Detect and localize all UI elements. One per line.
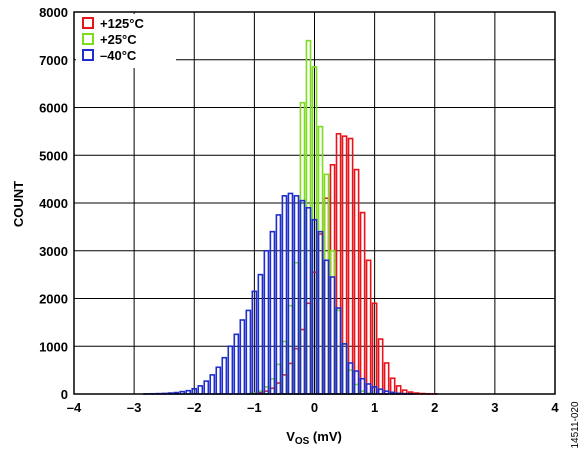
histogram-bar [245, 309, 252, 395]
grid-lines [74, 12, 555, 394]
y-tick-label: 5000 [39, 148, 68, 163]
x-tick-label: 0 [311, 400, 318, 415]
histogram-bar [305, 206, 312, 395]
histogram-bar [323, 259, 330, 395]
legend-swatch [82, 49, 94, 61]
histogram-bars [143, 39, 438, 395]
histogram-bar [209, 374, 216, 395]
histogram-bar [257, 273, 264, 395]
histogram-bar [329, 276, 336, 395]
y-tick-label: 7000 [39, 53, 68, 68]
histogram-bar [353, 370, 360, 395]
y-tick-label: 4000 [39, 196, 68, 211]
x-axis-label-subscript: OS [295, 436, 310, 447]
legend-swatch [82, 33, 94, 45]
x-axis-label: VOS (mV) [286, 429, 342, 447]
histogram-bar [221, 356, 228, 395]
x-tick-label: –2 [187, 400, 201, 415]
y-tick-label: 6000 [39, 101, 68, 116]
histogram-bar [233, 333, 240, 395]
x-tick-label: –3 [127, 400, 141, 415]
legend-entry-label: +25°C [100, 32, 137, 47]
legend: +125°C+25°C–40°C [76, 14, 176, 68]
x-axis-label-unit: (mV) [309, 429, 342, 444]
legend-swatch [82, 17, 94, 29]
legend-entry-label: –40°C [100, 48, 137, 63]
axis-ticks: –4 –3 –2 –1 0 1 2 3 4 0 1000 2000 3000 4000 5000 6000 70… [39, 5, 559, 415]
histogram-bar [347, 137, 354, 395]
histogram-bar [359, 211, 366, 395]
x-tick-label: 1 [371, 400, 378, 415]
histogram-bar [383, 362, 390, 395]
histogram-bar [239, 319, 246, 395]
histogram-bar [263, 249, 270, 395]
histogram-bar [335, 307, 342, 395]
legend-entry-label: +125°C [100, 16, 144, 31]
x-tick-label: –4 [67, 400, 82, 415]
histogram-bar [341, 343, 348, 395]
y-tick-label: 1000 [39, 339, 68, 354]
histogram-bar [347, 362, 354, 395]
histogram-bar [269, 230, 276, 395]
histogram-bar [197, 385, 204, 395]
y-tick-label: 3000 [39, 244, 68, 259]
x-tick-label: –1 [247, 400, 261, 415]
histogram-bar [275, 214, 282, 395]
x-tick-label: 3 [491, 400, 498, 415]
y-axis-label: COUNT [11, 181, 26, 227]
y-tick-label: 2000 [39, 292, 68, 307]
y-tick-label: 0 [61, 387, 68, 402]
plot-frame [73, 11, 556, 395]
histogram-bar [365, 259, 372, 395]
histogram-bar [377, 338, 384, 395]
x-tick-label: 4 [551, 400, 559, 415]
histogram-bar [281, 195, 288, 395]
histogram-bar [227, 345, 234, 395]
y-tick-label: 8000 [39, 5, 68, 20]
histogram-bar [203, 380, 210, 395]
figure-code: 14511-020 [570, 401, 581, 449]
x-tick-label: 2 [431, 400, 438, 415]
histogram-bar [317, 230, 324, 395]
x-axis-label-main: V [286, 429, 295, 444]
histogram-bar [215, 366, 222, 395]
histogram-bar [293, 195, 300, 395]
histogram-bar [299, 199, 306, 395]
